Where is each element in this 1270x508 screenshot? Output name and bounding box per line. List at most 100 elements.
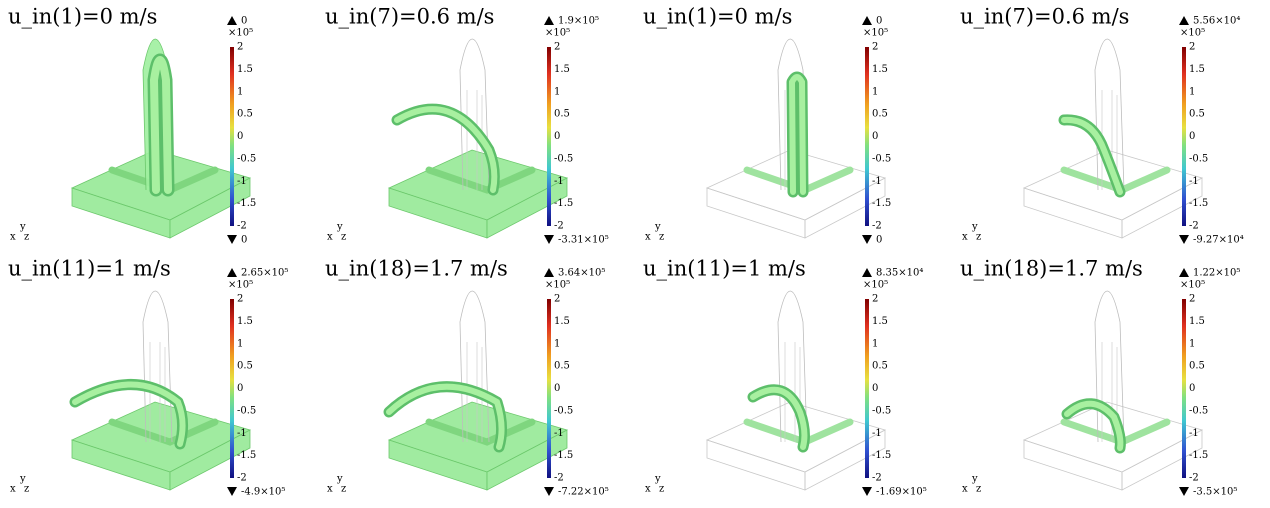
base-block	[1024, 188, 1122, 238]
colorbar-tick-label: 0	[1189, 383, 1195, 394]
colorbar	[865, 299, 869, 478]
colorbar-tick-label: 1	[554, 338, 560, 349]
colorbar	[865, 47, 869, 226]
min-label: -7.22×10⁵	[558, 487, 609, 498]
colorbar-exponent: ×10⁵	[228, 280, 253, 291]
panel: u_in(18)=1.7 m/s×10⁵21.510.50-0.5-1-1.5-…	[960, 257, 1240, 498]
colorbar-tick-label: 0.5	[1189, 109, 1205, 120]
colorbar-tick-label: 0.5	[554, 361, 570, 372]
colorbar-tick-label: 1.5	[1189, 316, 1205, 327]
colorbar-tick-label: 1	[237, 86, 243, 97]
colorbar-tick-label: -2	[237, 221, 247, 232]
max-label: 2.65×10⁵	[241, 268, 288, 279]
colorbar-tick-label: 0	[872, 383, 878, 394]
colorbar	[230, 299, 234, 478]
colorbar-tick-label: -0.5	[237, 153, 256, 164]
max-label: 5.56×10⁴	[1193, 16, 1240, 27]
colorbar-tick-label: -1.5	[1189, 450, 1208, 461]
panel: u_in(18)=1.7 m/s×10⁵21.510.50-0.5-1-1.5-…	[325, 257, 609, 498]
panel-title: u_in(1)=0 m/s	[8, 5, 157, 29]
min-label: 0	[241, 235, 247, 246]
axis-label: x	[962, 232, 968, 243]
axis-label: z	[659, 484, 664, 495]
colorbar-tick-label: 1.5	[872, 64, 888, 75]
colorbar-tick-label: 2	[872, 42, 878, 53]
colorbar-tick-label: -0.5	[237, 405, 256, 416]
axis-label: x	[10, 232, 16, 243]
axis-label: x	[645, 232, 651, 243]
base-block	[1024, 440, 1122, 490]
axis-label: z	[659, 232, 664, 243]
min-marker	[862, 235, 872, 244]
panel: u_in(7)=0.6 m/s×10⁵21.510.50-0.5-1-1.5-2…	[325, 5, 609, 246]
colorbar-tick-label: -1	[554, 176, 564, 187]
min-marker	[862, 487, 872, 496]
min-label: 0	[876, 235, 882, 246]
colorbar-tick-label: -1.5	[554, 198, 573, 209]
figure: u_in(1)=0 m/s ×10⁵ 2 1.5 1 0.5 0 -0.5 -1 -1.5 -2 0 0…	[0, 0, 1270, 504]
colorbar-tick-label: -1.5	[237, 198, 256, 209]
colorbar-tick-label: -2	[872, 473, 882, 484]
axis-label: x	[10, 484, 16, 495]
panel: u_in(11)=1 m/s×10⁵21.510.50-0.5-1-1.5-22…	[8, 257, 288, 498]
colorbar-tick-label: -1.5	[237, 450, 256, 461]
axis-label: x	[645, 484, 651, 495]
colorbar-tick-label: -2	[554, 221, 564, 232]
axis-label: z	[976, 232, 981, 243]
axis-label: x	[327, 232, 333, 243]
min-marker	[544, 235, 554, 244]
max-label: 0	[241, 16, 247, 27]
panel: u_in(1)=0 m/s×10⁵21.510.50-0.5-1-1.5-200…	[643, 5, 891, 246]
panel-title: u_in(7)=0.6 m/s	[325, 5, 494, 29]
colorbar-tick-label: -1	[554, 428, 564, 439]
max-label: 8.35×10⁴	[876, 268, 923, 279]
panel-title: u_in(18)=1.7 m/s	[960, 257, 1143, 281]
panel-title: u_in(11)=1 m/s	[643, 257, 806, 281]
colorbar-tick-label: -2	[554, 473, 564, 484]
min-label: -9.27×10⁴	[1193, 235, 1244, 246]
colorbar-tick-label: -0.5	[872, 405, 891, 416]
colorbar-tick-label: 1.5	[872, 316, 888, 327]
min-label: -1.69×10⁵	[876, 487, 927, 498]
panel-title: u_in(1)=0 m/s	[643, 5, 792, 29]
axis-label: z	[24, 232, 29, 243]
min-label: -3.31×10⁵	[558, 235, 609, 246]
colorbar-tick-label: -2	[237, 473, 247, 484]
colorbar-tick-label: -2	[872, 221, 882, 232]
axis-label: x	[327, 484, 333, 495]
colorbar-tick-label: 0	[1189, 131, 1195, 142]
max-marker	[544, 16, 554, 25]
max-marker	[544, 268, 554, 277]
axis-label: z	[341, 232, 346, 243]
colorbar-tick-label: -0.5	[872, 153, 891, 164]
panel-title: u_in(7)=0.6 m/s	[960, 5, 1129, 29]
colorbar-tick-label: 2	[237, 294, 243, 305]
colorbar-exponent: ×10⁵	[1180, 28, 1205, 39]
colorbar-tick-label: -1	[1189, 176, 1199, 187]
colorbar-tick-label: -1	[1189, 428, 1199, 439]
max-label: 0	[876, 16, 882, 27]
colorbar-tick-label: -1.5	[872, 450, 891, 461]
colorbar-tick-label: -1	[237, 176, 247, 187]
max-marker	[227, 268, 237, 277]
colorbar-tick-label: 0	[237, 131, 243, 142]
colorbar-tick-label: 1	[872, 338, 878, 349]
colorbar-tick-label: 1	[554, 86, 560, 97]
colorbar-tick-label: 1	[872, 86, 878, 97]
colorbar-exponent: ×10⁵	[863, 28, 888, 39]
colorbar-tick-label: -1	[872, 176, 882, 187]
colorbar-tick-label: -2	[1189, 473, 1199, 484]
colorbar-exponent: ×10⁵	[1180, 280, 1205, 291]
colorbar-tick-label: -0.5	[1189, 405, 1208, 416]
colorbar-tick-label: 0	[554, 383, 560, 394]
colorbar-tick-label: 1.5	[554, 64, 570, 75]
colorbar-tick-label: 2	[1189, 42, 1195, 53]
colorbar-tick-label: 2	[554, 42, 560, 53]
colorbar	[547, 47, 551, 226]
max-label: 1.22×10⁵	[1193, 268, 1240, 279]
colorbar-tick-label: 2	[872, 294, 878, 305]
colorbar-tick-label: 0.5	[872, 361, 888, 372]
min-marker	[1179, 487, 1189, 496]
colorbar-tick-label: 2	[1189, 294, 1195, 305]
colorbar-tick-label: 0.5	[554, 109, 570, 120]
